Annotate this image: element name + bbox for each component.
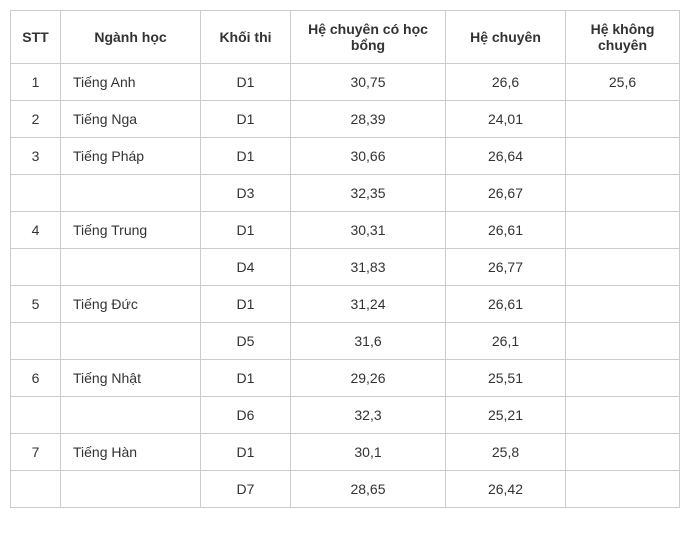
cell-chuyen: 25,21 <box>446 397 566 434</box>
table-row: 3 Tiếng Pháp D1 30,66 26,64 <box>11 138 680 175</box>
cell-khoi: D1 <box>201 286 291 323</box>
table-row: 7 Tiếng Hàn D1 30,1 25,8 <box>11 434 680 471</box>
cell-stt <box>11 397 61 434</box>
cell-khongchuyen <box>566 101 680 138</box>
cell-chuyen: 26,61 <box>446 286 566 323</box>
cell-hocbong: 30,66 <box>291 138 446 175</box>
cell-hocbong: 30,75 <box>291 64 446 101</box>
cell-stt: 7 <box>11 434 61 471</box>
table-row: 1 Tiếng Anh D1 30,75 26,6 25,6 <box>11 64 680 101</box>
cell-hocbong: 32,3 <box>291 397 446 434</box>
cell-chuyen: 26,42 <box>446 471 566 508</box>
cell-nganh <box>61 471 201 508</box>
cell-nganh <box>61 397 201 434</box>
cell-stt: 3 <box>11 138 61 175</box>
cell-hocbong: 31,83 <box>291 249 446 286</box>
table-header-row: STT Ngành học Khối thi Hệ chuyên có học … <box>11 11 680 64</box>
cell-stt <box>11 471 61 508</box>
table-row: 2 Tiếng Nga D1 28,39 24,01 <box>11 101 680 138</box>
cell-chuyen: 26,61 <box>446 212 566 249</box>
cell-khongchuyen <box>566 360 680 397</box>
cell-nganh <box>61 249 201 286</box>
header-nganh: Ngành học <box>61 11 201 64</box>
cell-nganh <box>61 175 201 212</box>
cell-chuyen: 24,01 <box>446 101 566 138</box>
cell-chuyen: 25,8 <box>446 434 566 471</box>
cell-nganh: Tiếng Trung <box>61 212 201 249</box>
cell-nganh: Tiếng Anh <box>61 64 201 101</box>
header-khoi: Khối thi <box>201 11 291 64</box>
cell-khoi: D3 <box>201 175 291 212</box>
cell-khongchuyen <box>566 286 680 323</box>
cell-khongchuyen <box>566 397 680 434</box>
cell-khongchuyen <box>566 249 680 286</box>
cell-chuyen: 26,67 <box>446 175 566 212</box>
table-row: D7 28,65 26,42 <box>11 471 680 508</box>
cell-khoi: D7 <box>201 471 291 508</box>
cell-khoi: D4 <box>201 249 291 286</box>
cell-khongchuyen <box>566 212 680 249</box>
cell-chuyen: 26,64 <box>446 138 566 175</box>
cell-hocbong: 28,65 <box>291 471 446 508</box>
cell-stt <box>11 175 61 212</box>
cell-khoi: D5 <box>201 323 291 360</box>
header-chuyen: Hệ chuyên <box>446 11 566 64</box>
cell-khongchuyen <box>566 434 680 471</box>
table-body: 1 Tiếng Anh D1 30,75 26,6 25,6 2 Tiếng N… <box>11 64 680 508</box>
table-row: D6 32,3 25,21 <box>11 397 680 434</box>
cell-nganh: Tiếng Pháp <box>61 138 201 175</box>
cell-khongchuyen <box>566 175 680 212</box>
cell-khoi: D1 <box>201 360 291 397</box>
cell-khoi: D1 <box>201 101 291 138</box>
cell-stt: 6 <box>11 360 61 397</box>
table-row: 5 Tiếng Đức D1 31,24 26,61 <box>11 286 680 323</box>
cell-hocbong: 28,39 <box>291 101 446 138</box>
cell-stt <box>11 323 61 360</box>
cell-hocbong: 31,24 <box>291 286 446 323</box>
cell-khoi: D6 <box>201 397 291 434</box>
cell-stt: 4 <box>11 212 61 249</box>
cell-nganh: Tiếng Nga <box>61 101 201 138</box>
cell-chuyen: 26,1 <box>446 323 566 360</box>
cell-nganh: Tiếng Đức <box>61 286 201 323</box>
cell-hocbong: 32,35 <box>291 175 446 212</box>
header-hocbong: Hệ chuyên có học bổng <box>291 11 446 64</box>
table-row: D5 31,6 26,1 <box>11 323 680 360</box>
cell-chuyen: 26,6 <box>446 64 566 101</box>
cell-khoi: D1 <box>201 212 291 249</box>
cell-khoi: D1 <box>201 138 291 175</box>
cell-stt: 1 <box>11 64 61 101</box>
header-khongchuyen: Hệ không chuyên <box>566 11 680 64</box>
cell-khongchuyen <box>566 471 680 508</box>
cell-hocbong: 30,1 <box>291 434 446 471</box>
cell-chuyen: 26,77 <box>446 249 566 286</box>
table-row: 6 Tiếng Nhật D1 29,26 25,51 <box>11 360 680 397</box>
table-row: 4 Tiếng Trung D1 30,31 26,61 <box>11 212 680 249</box>
cell-stt: 5 <box>11 286 61 323</box>
cell-khongchuyen <box>566 138 680 175</box>
cell-stt: 2 <box>11 101 61 138</box>
header-stt: STT <box>11 11 61 64</box>
scores-table: STT Ngành học Khối thi Hệ chuyên có học … <box>10 10 680 508</box>
cell-hocbong: 29,26 <box>291 360 446 397</box>
cell-khoi: D1 <box>201 64 291 101</box>
cell-chuyen: 25,51 <box>446 360 566 397</box>
cell-hocbong: 30,31 <box>291 212 446 249</box>
cell-stt <box>11 249 61 286</box>
cell-khoi: D1 <box>201 434 291 471</box>
cell-nganh <box>61 323 201 360</box>
table-row: D4 31,83 26,77 <box>11 249 680 286</box>
cell-nganh: Tiếng Hàn <box>61 434 201 471</box>
table-row: D3 32,35 26,67 <box>11 175 680 212</box>
cell-khongchuyen <box>566 323 680 360</box>
cell-hocbong: 31,6 <box>291 323 446 360</box>
cell-nganh: Tiếng Nhật <box>61 360 201 397</box>
cell-khongchuyen: 25,6 <box>566 64 680 101</box>
